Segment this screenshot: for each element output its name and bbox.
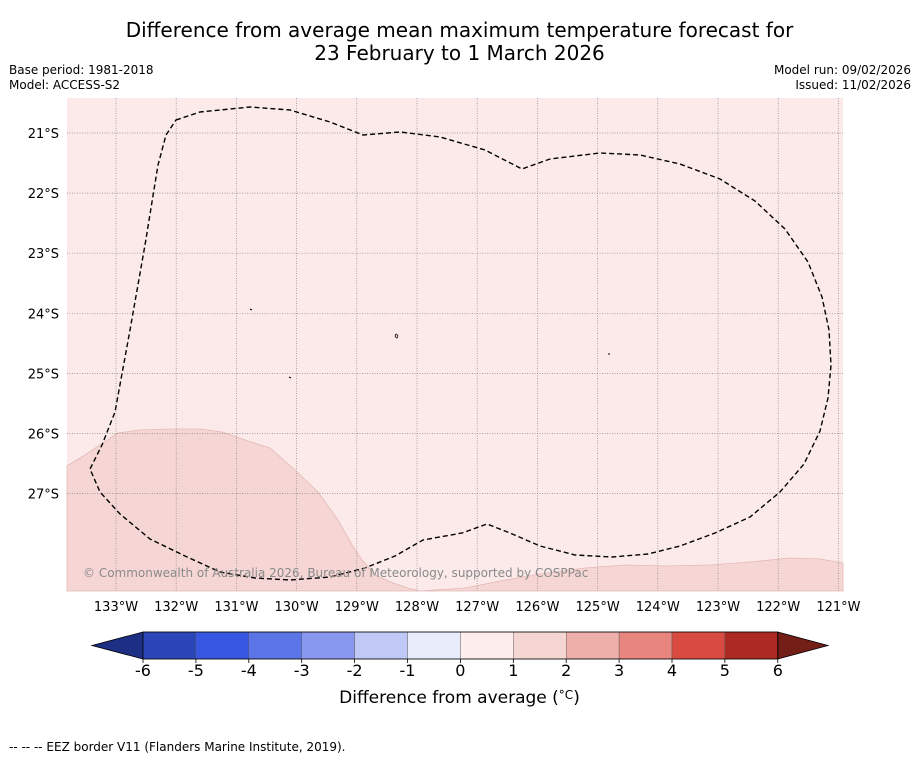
longitude-label: 122°W <box>756 600 800 615</box>
colorbar-tick-label: -6 <box>135 661 151 680</box>
colorbar-extend-low <box>90 631 144 660</box>
colorbar-title: Difference from average (°C) <box>0 688 919 708</box>
longitude-label: 131°W <box>214 600 258 615</box>
latitude-label: 27°S <box>28 488 59 503</box>
colorbar-segment <box>248 631 302 660</box>
colorbar-tick-label: -5 <box>188 661 204 680</box>
map-title-line1: Difference from average mean maximum tem… <box>125 18 794 42</box>
colorbar-tick-label: 2 <box>561 661 571 680</box>
eez-border <box>89 106 832 581</box>
colorbar-extend-high <box>777 631 830 660</box>
colorbar-tick-label: 4 <box>667 661 677 680</box>
colorbar-tick-label: 3 <box>614 661 624 680</box>
island-mark <box>288 376 292 379</box>
issued-date: Issued: 11/02/2026 <box>795 78 911 92</box>
base-period: Base period: 1981-2018 <box>9 63 154 77</box>
latitude-label: 21°S <box>28 127 59 142</box>
colorbar-tick-label: 6 <box>773 661 783 680</box>
colorbar-tick-label: 5 <box>720 661 730 680</box>
colorbar-tick-label: -1 <box>400 661 416 680</box>
longitude-label: 124°W <box>636 600 680 615</box>
colorbar-tick-label: 0 <box>455 661 465 680</box>
model-name: Model: ACCESS-S2 <box>9 78 121 92</box>
anomaly-region-southwest <box>66 428 421 592</box>
longitude-label: 132°W <box>154 600 198 615</box>
colorbar <box>90 631 830 660</box>
longitude-labels: 133°W 132°W 131°W 130°W 129°W 128°W 127°W 126°W… <box>94 600 861 615</box>
colorbar-tick-labels: -6 -5 -4 -3 -2 -1 0 1 2 3 4 5 6 <box>135 659 783 680</box>
colorbar-title-end: ) <box>573 688 580 708</box>
longitude-label: 128°W <box>395 600 439 615</box>
island-mark <box>249 308 253 311</box>
latitude-label: 24°S <box>28 307 59 322</box>
graticule <box>67 98 843 591</box>
latitude-labels: 21°S 22°S 23°S 24°S 25°S 26°S 27°S <box>28 127 59 503</box>
map-title-line2: 23 February to 1 March 2026 <box>314 41 605 65</box>
longitude-label: 129°W <box>335 600 379 615</box>
colorbar-tick-label: -2 <box>347 661 363 680</box>
colorbar-title-unit: °C <box>558 688 574 702</box>
eez-footnote: -- -- -- EEZ border V11 (Flanders Marine… <box>9 740 346 754</box>
anomaly-region-south <box>419 557 844 592</box>
copyright-notice: © Commonwealth of Australia 2026, Bureau… <box>83 566 588 580</box>
colorbar-tick-label: 1 <box>508 661 518 680</box>
island-mark <box>394 333 399 339</box>
colorbar-segment <box>195 631 249 660</box>
colorbar-segment <box>671 631 726 660</box>
colorbar-segment <box>724 631 779 660</box>
longitude-label: 127°W <box>455 600 499 615</box>
longitude-label: 121°W <box>816 600 860 615</box>
longitude-label: 130°W <box>275 600 319 615</box>
latitude-label: 23°S <box>28 247 59 262</box>
colorbar-segment <box>407 631 461 660</box>
latitude-label: 25°S <box>28 367 59 382</box>
latitude-label: 26°S <box>28 428 59 443</box>
longitude-label: 126°W <box>515 600 559 615</box>
colorbar-segment <box>618 631 673 660</box>
latitude-label: 22°S <box>28 187 59 202</box>
longitude-label: 133°W <box>94 600 138 615</box>
colorbar-segment <box>566 631 620 660</box>
colorbar-segment <box>460 631 514 660</box>
colorbar-title-text: Difference from average ( <box>339 688 559 708</box>
longitude-label: 125°W <box>576 600 620 615</box>
colorbar-tick-label: -4 <box>241 661 257 680</box>
colorbar-tick-label: -3 <box>294 661 310 680</box>
longitude-label: 123°W <box>696 600 740 615</box>
model-run: Model run: 09/02/2026 <box>773 63 911 77</box>
colorbar-segment <box>354 631 408 660</box>
colorbar-segment <box>142 631 197 660</box>
colorbar-segment <box>513 631 567 660</box>
colorbar-segment <box>301 631 355 660</box>
